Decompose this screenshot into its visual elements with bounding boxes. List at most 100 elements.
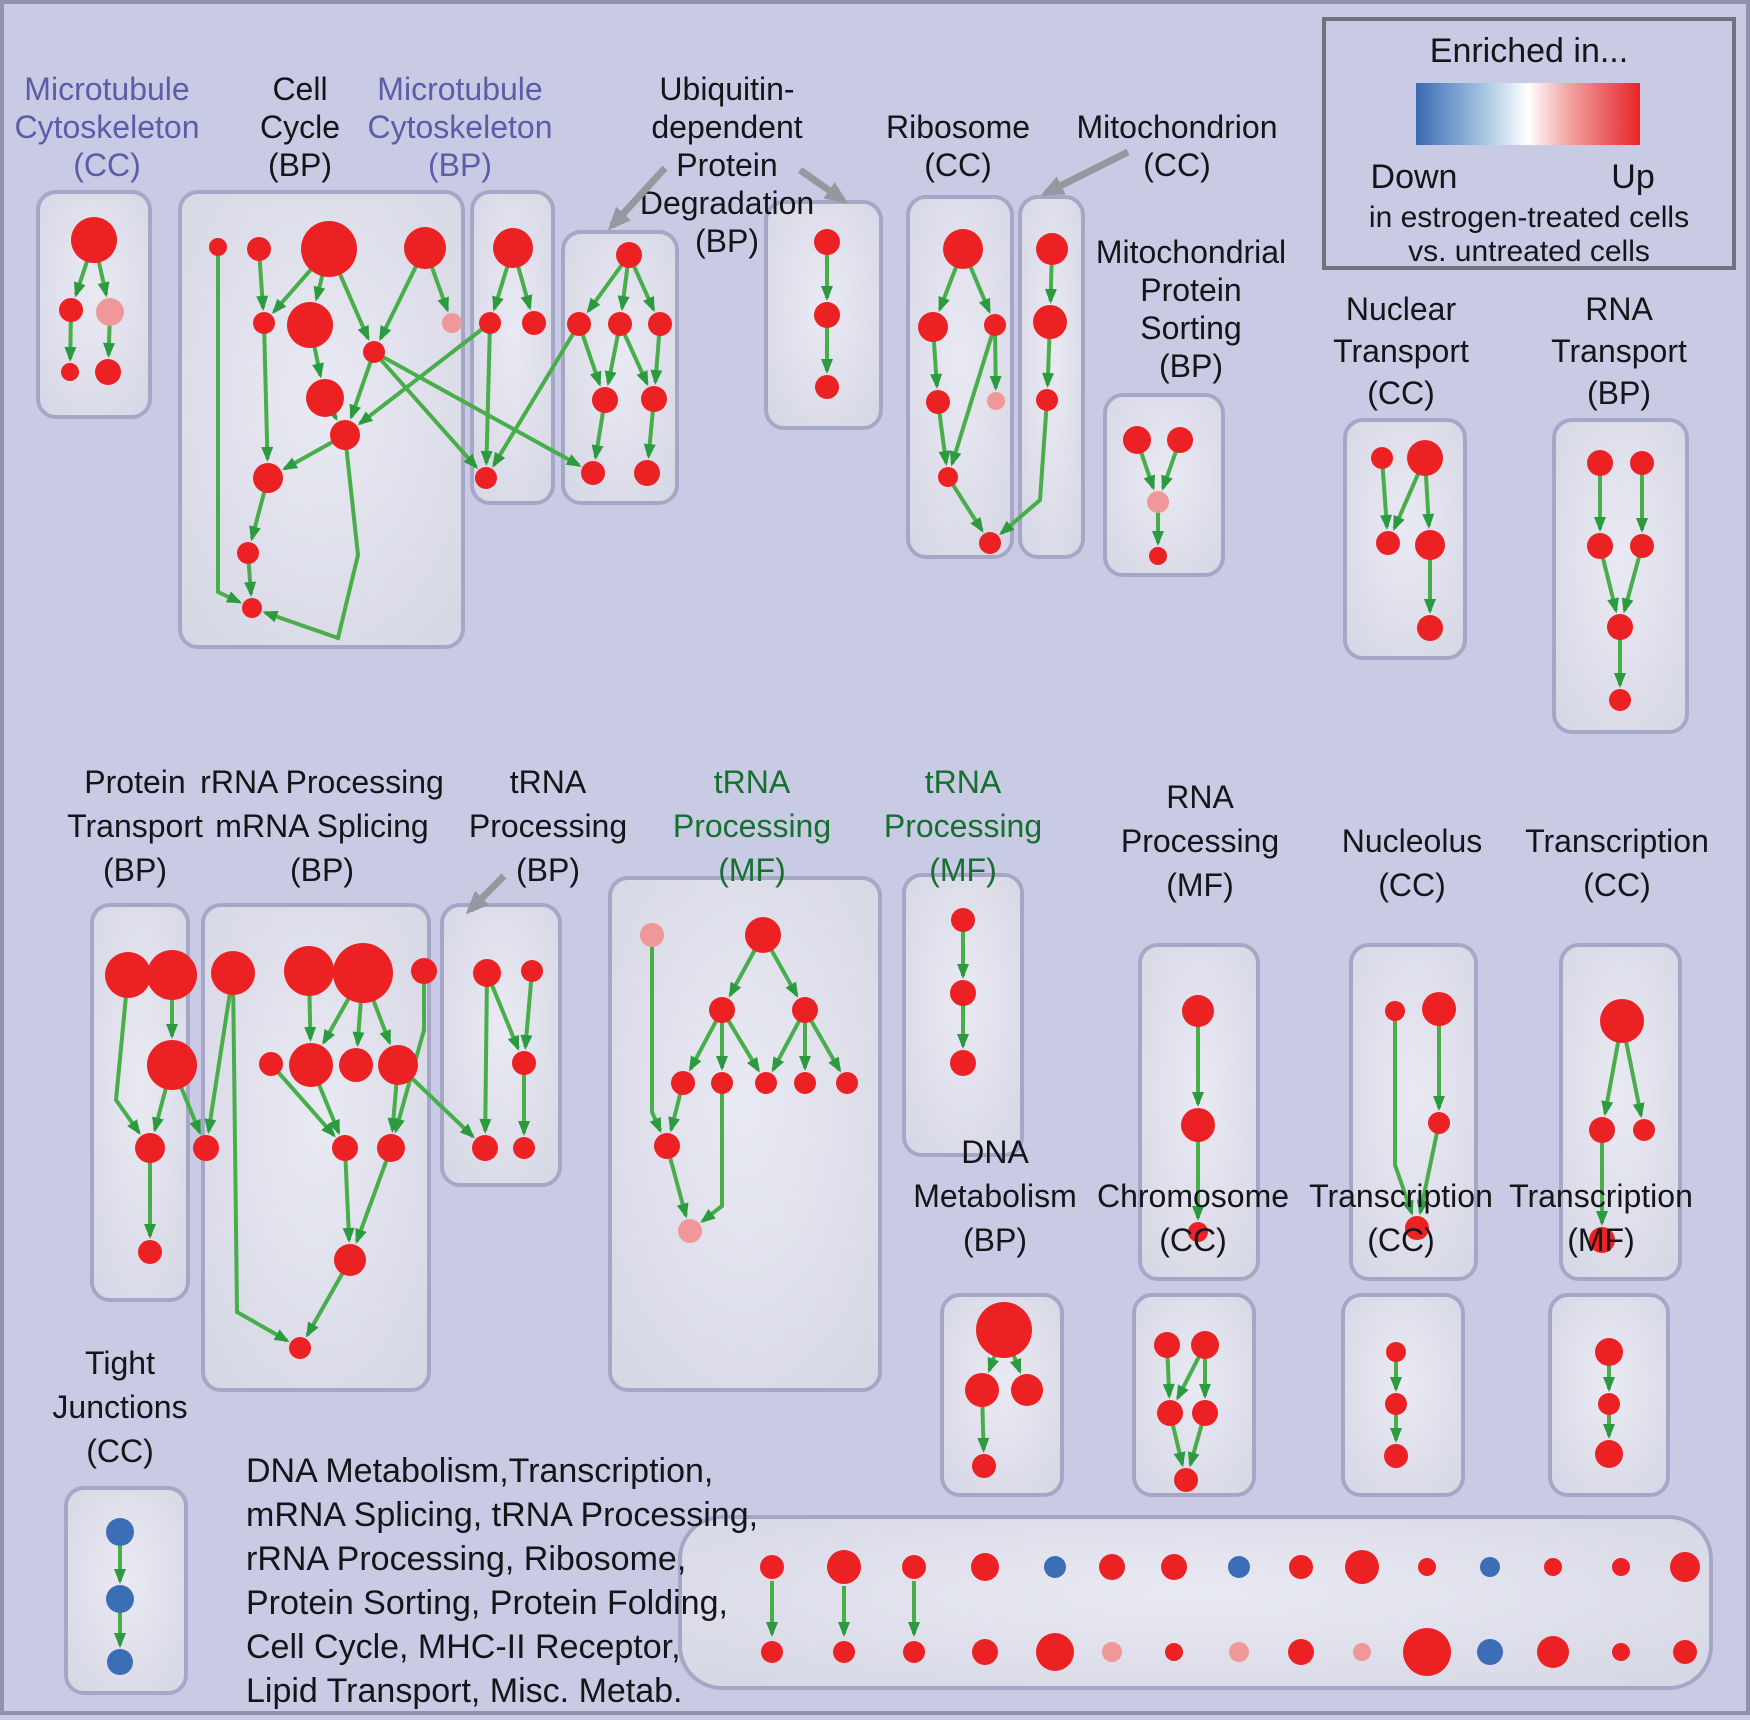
go-term-node-nucleolus-cc-0 [1385, 1001, 1405, 1021]
edge-cell-cycle-bp [216, 247, 243, 604]
edge-rrna-mrna-bp [231, 972, 290, 1343]
go-term-node-rrna-mrna-bp-4 [259, 1052, 283, 1076]
go-term-node-rrna-mrna-bp-0 [211, 951, 255, 995]
cluster-label-ubiquitin-tree-bp: (BP) [695, 223, 759, 259]
go-term-node-misc-bottom-2 [903, 1641, 925, 1663]
go-term-node-misc-bottom-9 [1353, 1643, 1371, 1661]
cluster-label-trna-mf-small: Processing [884, 808, 1042, 844]
cluster-label-microtubule-cc: Cytoskeleton [15, 109, 200, 145]
go-term-node-misc-bottom-13 [1612, 1643, 1630, 1661]
cluster-label-rna-transport-bp: Transport [1551, 333, 1687, 369]
go-term-node-misc-top-3 [971, 1553, 999, 1581]
go-term-node-trna-bp-1 [521, 960, 543, 982]
cluster-label-protein-transport-bp: (BP) [103, 852, 167, 888]
go-term-node-misc-top-11 [1480, 1557, 1500, 1577]
category-box-nuclear-transport-cc [1343, 418, 1467, 660]
cluster-label-trna-mf-small: tRNA [925, 764, 1002, 800]
go-term-node-ubiquitin-chain-bp-0 [814, 229, 840, 255]
cluster-label-trna-mf-small: (MF) [929, 852, 997, 888]
go-term-node-microtubule-cc-4 [95, 359, 121, 385]
cluster-label-cell-cycle-bp: Cell [272, 71, 327, 107]
cluster-label-ubiquitin-tree-bp: dependent [651, 109, 802, 145]
go-term-node-ribosome-cc-1 [918, 312, 948, 342]
go-term-node-rna-processing-mf-0 [1182, 995, 1214, 1027]
edge-cell-cycle-bp [349, 351, 376, 420]
label-pointer-arrow [1040, 148, 1130, 197]
go-term-node-misc-bottom-1 [833, 1641, 855, 1663]
go-term-node-ubiquitin-tree-bp-7 [634, 460, 660, 486]
go-term-node-ubiquitin-tree-bp-1 [567, 312, 591, 336]
cluster-label-transcription-cc-mid: (CC) [1583, 867, 1651, 903]
go-term-node-nuclear-transport-cc-3 [1415, 530, 1445, 560]
go-term-node-rna-transport-bp-3 [1630, 534, 1654, 558]
go-term-node-cell-cycle-bp-11 [237, 542, 259, 564]
cluster-label-rna-processing-mf: (MF) [1166, 867, 1234, 903]
go-term-node-rrna-mrna-bp-10 [193, 1135, 219, 1161]
edge-trna-mf-large [649, 935, 662, 1134]
go-term-node-trna-bp-4 [513, 1137, 535, 1159]
misc-text-line-3: Protein Sorting, Protein Folding, [246, 1584, 728, 1622]
go-term-node-cell-cycle-bp-2 [301, 221, 357, 277]
cluster-label-rna-processing-mf: Processing [1121, 823, 1279, 859]
go-term-node-rrna-mrna-bp-2 [333, 943, 393, 1003]
misc-text-line-0: DNA Metabolism,Transcription, [246, 1452, 713, 1490]
cluster-label-mito-sorting-bp: Mitochondrial [1096, 234, 1286, 270]
go-term-node-mito-sorting-bp-1 [1167, 427, 1193, 453]
go-term-node-protein-transport-bp-0 [105, 952, 151, 998]
cluster-label-ribosome-cc: Ribosome [886, 109, 1030, 145]
cluster-label-mitochondrion-cc: (CC) [1143, 147, 1211, 183]
go-term-node-trna-bp-2 [512, 1051, 536, 1075]
cross-edge [357, 321, 492, 426]
go-term-node-protein-transport-bp-4 [138, 1240, 162, 1264]
go-term-node-rna-processing-mf-2 [1188, 1222, 1208, 1242]
cluster-label-tight-junctions-cc: Junctions [52, 1389, 187, 1425]
go-term-node-transcription-mf-0 [1595, 1338, 1623, 1366]
go-term-node-microtubule-bp-0 [493, 228, 533, 268]
go-term-node-rrna-mrna-bp-9 [377, 1134, 405, 1162]
go-term-node-microtubule-cc-3 [61, 363, 79, 381]
go-term-node-transcription-cc-bottom-1 [1385, 1393, 1407, 1415]
layer-annotations [465, 148, 1130, 915]
go-term-node-microtubule-cc-0 [71, 217, 117, 263]
cluster-label-chromosome-cc: Chromosome [1097, 1178, 1289, 1214]
cluster-label-transcription-cc-bottom: (CC) [1367, 1222, 1435, 1258]
edge-rrna-mrna-bp [269, 1062, 336, 1138]
edge-nucleolus-cc [1416, 1122, 1441, 1216]
go-term-node-dna-metabolism-bp-0 [976, 1302, 1032, 1358]
go-term-node-ubiquitin-tree-bp-3 [648, 312, 672, 336]
go-term-node-rrna-mrna-bp-11 [334, 1244, 366, 1276]
cluster-label-microtubule-bp: Cytoskeleton [368, 109, 553, 145]
cluster-label-trna-bp: Processing [469, 808, 627, 844]
go-term-node-misc-bottom-10 [1403, 1628, 1451, 1676]
go-term-node-trna-mf-large-10 [678, 1219, 702, 1243]
go-term-node-microtubule-cc-1 [59, 298, 83, 322]
go-term-node-tight-junctions-cc-2 [107, 1649, 133, 1675]
go-term-node-trna-mf-large-9 [654, 1133, 680, 1159]
cluster-label-mito-sorting-bp: Sorting [1140, 310, 1241, 346]
go-term-node-misc-bottom-8 [1288, 1639, 1314, 1665]
cluster-label-trna-mf-large: (MF) [718, 852, 786, 888]
edge-trna-mf-large [700, 1083, 724, 1223]
cluster-label-cell-cycle-bp: Cycle [260, 109, 340, 145]
go-term-node-ubiquitin-tree-bp-5 [641, 386, 667, 412]
label-pointer-arrow [607, 165, 668, 231]
go-term-node-rrna-mrna-bp-7 [378, 1045, 418, 1085]
go-term-node-cell-cycle-bp-7 [363, 341, 385, 363]
category-box-rna-transport-bp [1552, 418, 1689, 734]
cluster-label-transcription-cc-mid: Transcription [1525, 823, 1709, 859]
legend-down-label: Down [1371, 158, 1458, 196]
go-term-node-misc-top-9 [1345, 1550, 1379, 1584]
edge-ribosome-cc [949, 324, 997, 467]
go-term-node-misc-top-2 [902, 1555, 926, 1579]
category-box-dna-metabolism-bp [940, 1293, 1064, 1497]
cluster-label-dna-metabolism-bp: DNA [961, 1134, 1029, 1170]
go-term-node-trna-mf-large-3 [792, 997, 818, 1023]
go-term-node-nuclear-transport-cc-0 [1371, 447, 1393, 469]
edge-rrna-mrna-bp [204, 972, 235, 1135]
go-term-node-trna-bp-0 [473, 959, 501, 987]
cluster-label-ubiquitin-tree-bp: Ubiquitin- [659, 71, 794, 107]
go-term-node-trna-mf-large-0 [640, 923, 664, 947]
category-box-misc-summary [678, 1515, 1713, 1690]
go-term-node-dna-metabolism-bp-3 [972, 1454, 996, 1478]
